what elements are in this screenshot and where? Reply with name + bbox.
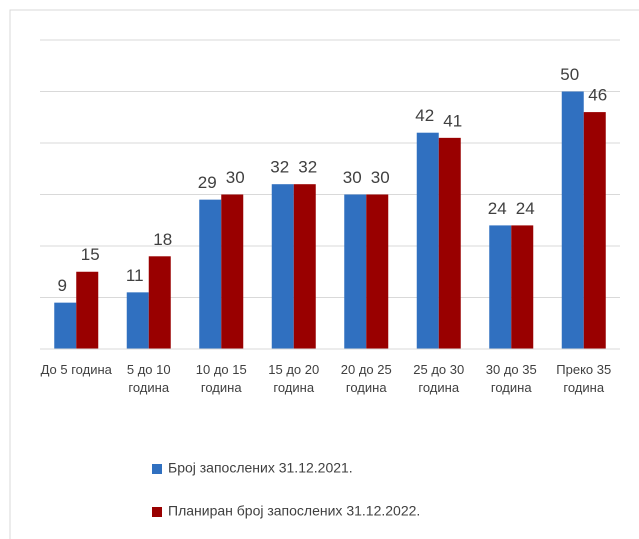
- data-label: 24: [488, 199, 507, 218]
- data-label: 46: [588, 86, 607, 105]
- x-tick-label: 15 до 20 година: [268, 362, 320, 395]
- data-label: 9: [58, 276, 67, 295]
- data-label: 50: [560, 65, 579, 84]
- data-label: 30: [343, 168, 362, 187]
- data-label: 24: [516, 199, 535, 218]
- chart-border: [9, 9, 639, 539]
- data-label: 42: [415, 106, 434, 125]
- bar: [416, 132, 439, 349]
- bar: [561, 91, 584, 349]
- x-tick-label: 25 до 30 година: [413, 362, 465, 395]
- x-tick-label: 30 до 35 година: [485, 362, 537, 395]
- data-label: 32: [270, 158, 289, 177]
- bar: [366, 194, 389, 349]
- data-label: 32: [298, 158, 317, 177]
- bar: [583, 112, 606, 349]
- bar: [126, 292, 149, 349]
- bar: [199, 199, 222, 349]
- data-label: 15: [81, 245, 100, 264]
- data-label: 11: [126, 266, 144, 285]
- x-tick-label: 20 до 25 година: [340, 362, 392, 395]
- x-tick-label: До 5 година: [40, 362, 112, 377]
- data-label: 18: [153, 230, 172, 249]
- bar: [344, 194, 367, 349]
- x-tick-label: 5 до 10 година: [126, 362, 171, 395]
- bar: [148, 256, 171, 349]
- legend-label: Планиран број запослених 31.12.2022.: [168, 503, 420, 519]
- x-tick-label: 10 до 15 година: [195, 362, 247, 395]
- bar: [76, 271, 99, 349]
- legend-label: Број запослених 31.12.2021.: [168, 460, 353, 476]
- x-tick-label: Преко 35 година: [556, 362, 612, 395]
- data-label: 30: [226, 168, 245, 187]
- legend-swatch: [152, 507, 162, 517]
- bar: [489, 225, 512, 349]
- bar: [221, 194, 244, 349]
- data-label: 29: [198, 173, 217, 192]
- bar: [54, 302, 77, 349]
- legend-swatch: [152, 464, 162, 474]
- bar: [293, 184, 316, 349]
- bar: [511, 225, 534, 349]
- bar: [271, 184, 294, 349]
- data-label: 30: [371, 168, 390, 187]
- data-label: 41: [443, 111, 462, 130]
- bar: [438, 137, 461, 349]
